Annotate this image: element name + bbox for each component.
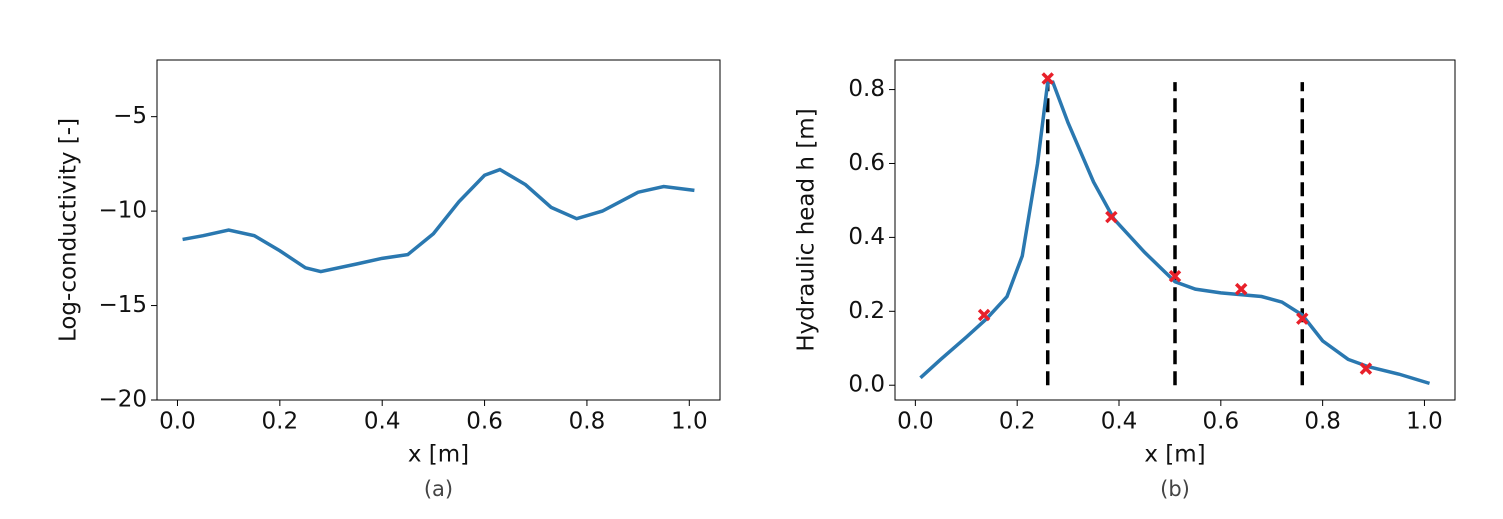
marker — [1105, 210, 1118, 224]
curve — [919, 80, 1431, 386]
y-tick-label: −20 — [98, 387, 147, 413]
x-tick-label: 1.0 — [1406, 409, 1443, 435]
caption: (b) — [1160, 477, 1190, 501]
plot-frame — [894, 59, 1456, 401]
x-tick-label: 0.0 — [897, 409, 934, 435]
x-tick-label: 0.8 — [569, 409, 606, 435]
y-tick-label: −15 — [98, 292, 147, 318]
x-tick-label: 0.8 — [1304, 409, 1341, 435]
marker — [1234, 282, 1248, 296]
marker — [1296, 312, 1309, 325]
marker — [1168, 269, 1182, 283]
x-tick-label: 0.0 — [159, 409, 196, 435]
marker — [977, 308, 991, 322]
curve — [182, 167, 695, 274]
y-axis-label: Hydraulic head h [m] — [794, 108, 820, 351]
x-tick-label: 0.6 — [466, 409, 503, 435]
y-tick-label: 0.8 — [848, 76, 885, 102]
caption: (a) — [424, 477, 453, 501]
y-tick-label: −10 — [98, 198, 147, 224]
plot-frame — [156, 59, 721, 401]
y-axis-label: Log-conductivity [-] — [56, 118, 82, 342]
y-tick-label: −5 — [113, 103, 147, 129]
x-axis-label: x [m] — [408, 442, 469, 468]
x-tick-label: 0.4 — [364, 409, 401, 435]
x-tick-label: 1.0 — [671, 409, 708, 435]
x-tick-label: 0.4 — [1101, 409, 1138, 435]
marker — [1041, 72, 1054, 85]
x-tick-label: 0.6 — [1203, 409, 1240, 435]
marker — [1359, 362, 1373, 375]
x-tick-label: 0.2 — [999, 409, 1036, 435]
y-tick-label: 0.2 — [848, 298, 885, 324]
y-tick-label: 0.4 — [848, 224, 885, 250]
x-axis-label: x [m] — [1144, 442, 1205, 468]
x-tick-label: 0.2 — [262, 409, 299, 435]
y-tick-label: 0.0 — [848, 372, 885, 398]
y-tick-label: 0.6 — [848, 150, 885, 176]
